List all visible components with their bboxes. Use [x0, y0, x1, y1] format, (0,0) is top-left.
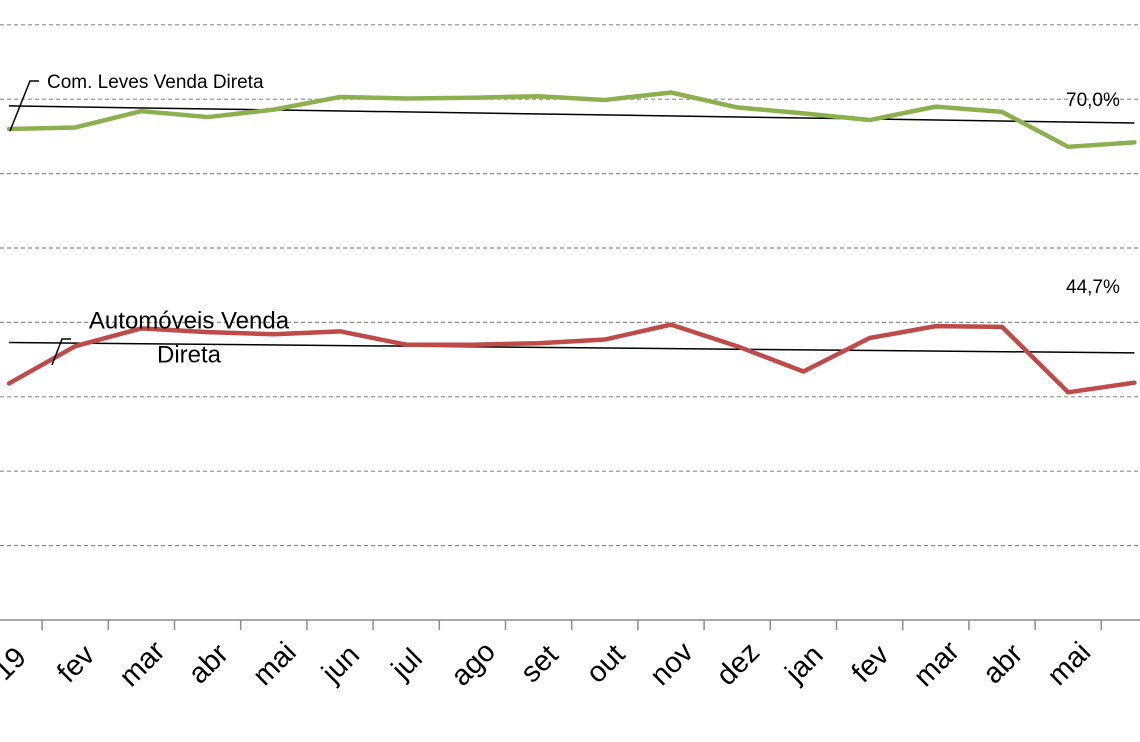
end-value-label-com-leves: 70,0%: [1066, 90, 1120, 111]
x-tick-label: ago: [445, 636, 502, 693]
x-tick-label: mai: [247, 636, 303, 692]
x-tick-label: jun: [315, 639, 366, 690]
series-line-com-leves: [6, 90, 1137, 150]
data-point: [139, 109, 144, 114]
x-tick-label: abr: [183, 638, 236, 691]
data-point: [1066, 390, 1071, 395]
x-tick-label: nov: [644, 636, 700, 692]
data-point: [470, 95, 475, 100]
data-point: [205, 330, 210, 335]
data-point: [1000, 109, 1004, 114]
data-point: [404, 342, 409, 347]
x-tick-label: mar: [908, 635, 966, 693]
x-tick-label: fev: [51, 639, 101, 689]
x-tick-label: mar: [113, 635, 171, 693]
series-line-automoveis: [6, 322, 1137, 395]
data-point: [933, 324, 938, 329]
x-tick-label: out: [580, 638, 631, 689]
gridlines: [0, 24, 1140, 547]
x-tick-label: fev: [846, 639, 896, 689]
data-point: [338, 329, 342, 334]
data-point: [933, 104, 938, 109]
series-lines: [6, 90, 1137, 395]
x-tick-label: abr: [977, 638, 1030, 691]
data-point: [338, 94, 342, 99]
leader-line: [9, 80, 39, 132]
data-point: [139, 326, 144, 331]
x-tick-label: set: [515, 639, 565, 689]
series-label-automoveis-line2: Direta: [157, 341, 222, 368]
data-point: [867, 118, 872, 123]
data-point: [602, 337, 607, 342]
leader-line: [51, 338, 71, 366]
data-point: [73, 125, 78, 130]
data-point: [1132, 140, 1137, 145]
data-point: [536, 94, 541, 99]
series-label-com-leves: Com. Leves Venda Direta: [47, 72, 264, 93]
data-point: [735, 344, 740, 349]
annotations: Com. Leves Venda Direta Automóveis Venda D…: [9, 72, 1120, 368]
data-point: [404, 96, 409, 101]
data-point: [867, 336, 872, 341]
data-point: [1132, 380, 1137, 385]
trendlines: [8, 105, 1135, 354]
x-tick-label: dez: [710, 636, 766, 692]
data-point: [735, 105, 740, 110]
data-point: [1066, 144, 1071, 149]
x-tick-label: jul: [385, 642, 429, 686]
x-axis: 19 fev mar abr mai jun jul ago set out nov dez jan fe…: [0, 619, 1140, 693]
data-point: [536, 341, 541, 346]
x-tick-label: mai: [1041, 636, 1097, 692]
data-point: [271, 107, 276, 112]
x-tick-label: 19: [0, 641, 33, 686]
x-tick-label: jan: [779, 639, 830, 690]
data-point: [669, 90, 673, 95]
data-point: [801, 111, 806, 116]
data-point: [73, 344, 78, 349]
data-point: [801, 369, 806, 374]
data-point: [271, 332, 276, 337]
trendline: [8, 341, 1135, 354]
end-value-label-automoveis: 44,7%: [1066, 277, 1120, 298]
series-label-automoveis: Automóveis Venda: [89, 307, 290, 334]
data-point: [669, 322, 673, 327]
data-point: [1000, 324, 1004, 329]
data-point: [602, 97, 607, 102]
trendline: [8, 105, 1135, 124]
data-point: [205, 115, 210, 120]
data-point: [7, 381, 11, 386]
data-point: [470, 342, 475, 347]
